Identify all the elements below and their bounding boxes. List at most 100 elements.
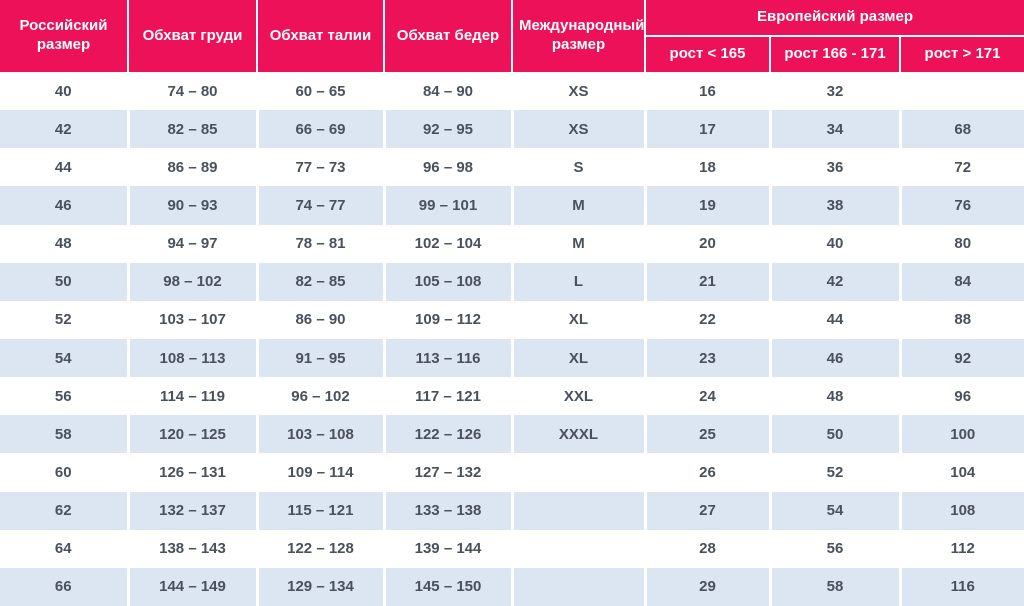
table-cell: 25: [643, 415, 770, 454]
table-cell: 116: [898, 567, 1024, 606]
table-cell: 48: [0, 224, 128, 263]
table-cell: 72: [898, 148, 1024, 187]
table-cell: 86 – 90: [255, 300, 384, 339]
table-cell: [510, 567, 645, 606]
table-cell: 109 – 112: [382, 300, 512, 339]
table-cell: 122 – 126: [382, 415, 512, 454]
table-row: 60 126 – 131 109 – 114 127 – 132 26 52 104: [0, 453, 1024, 492]
header-waist: Обхват талии: [256, 0, 384, 72]
table-cell: 92 – 95: [382, 110, 512, 149]
table-cell: 84: [898, 262, 1024, 301]
table-cell: 42: [768, 262, 900, 301]
table-cell: 19: [643, 186, 770, 225]
table-cell: 66 – 69: [255, 110, 384, 149]
table-cell: 132 – 137: [126, 491, 257, 530]
table-cell: 66: [0, 567, 128, 606]
table-cell: 44: [768, 300, 900, 339]
table-cell: 74 – 77: [255, 186, 384, 225]
table-cell: 77 – 73: [255, 148, 384, 187]
table-cell: 90 – 93: [126, 186, 257, 225]
table-cell: 27: [643, 491, 770, 530]
table-cell: 50: [0, 262, 128, 301]
header-chest: Обхват груди: [127, 0, 257, 72]
table-row: 54 108 – 113 91 – 95 113 – 116 XL 23 46 92: [0, 338, 1024, 378]
table-cell: 80: [898, 224, 1024, 263]
table-cell: 56: [768, 529, 900, 568]
table-cell: XS: [510, 72, 645, 111]
table-cell: 36: [768, 148, 900, 187]
table-cell: 46: [0, 186, 128, 225]
table-cell: 54: [768, 491, 900, 530]
table-cell: 92: [898, 338, 1024, 378]
header-hips: Обхват бедер: [383, 0, 512, 72]
table-row: 64 138 – 143 122 – 128 139 – 144 28 56 112: [0, 529, 1024, 568]
table-cell: L: [510, 262, 645, 301]
table-row: 66 144 – 149 129 – 134 145 – 150 29 58 116: [0, 567, 1024, 606]
table-cell: 96 – 102: [255, 377, 384, 416]
table-cell: 115 – 121: [255, 491, 384, 530]
header-row-height: рост < 165 рост 166 - 171 рост > 171: [0, 35, 1024, 72]
table-cell: S: [510, 148, 645, 187]
table-body: 40 74 – 80 60 – 65 84 – 90 XS 16 32 42 82 – 85 6…: [0, 72, 1024, 606]
table-cell: 56: [0, 377, 128, 416]
table-row: 56 114 – 119 96 – 102 117 – 121 XXL 24 48 96: [0, 377, 1024, 416]
table-cell: 108: [898, 491, 1024, 530]
table-cell: 129 – 134: [255, 567, 384, 606]
header-height-gt-171: рост > 171: [898, 35, 1024, 72]
table-row: 46 90 – 93 74 – 77 99 – 101 M 19 38 76: [0, 186, 1024, 225]
header-international-size: Международный размер: [511, 0, 645, 72]
header-row-main: Российский размер Обхват груди Обхват та…: [0, 0, 1024, 72]
table-cell: 86 – 89: [126, 148, 257, 187]
table-row: 48 94 – 97 78 – 81 102 – 104 M 20 40 80: [0, 224, 1024, 263]
table-row: 62 132 – 137 115 – 121 133 – 138 27 54 108: [0, 491, 1024, 530]
table-cell: 50: [768, 415, 900, 454]
table-cell: 40: [0, 72, 128, 111]
table-cell: XXL: [510, 377, 645, 416]
table-cell: 108 – 113: [126, 338, 257, 378]
table-row: 44 86 – 89 77 – 73 96 – 98 S 18 36 72: [0, 148, 1024, 187]
table-cell: 112: [898, 529, 1024, 568]
table-cell: [510, 453, 645, 492]
table-cell: 54: [0, 338, 128, 378]
table-cell: 138 – 143: [126, 529, 257, 568]
table-cell: 91 – 95: [255, 338, 384, 378]
table-cell: 40: [768, 224, 900, 263]
table-cell: M: [510, 186, 645, 225]
table-row: 52 103 – 107 86 – 90 109 – 112 XL 22 44 88: [0, 300, 1024, 339]
table-cell: 34: [768, 110, 900, 149]
table-cell: 99 – 101: [382, 186, 512, 225]
table-cell: 42: [0, 110, 128, 149]
table-cell: [898, 72, 1024, 111]
table-header: Российский размер Обхват груди Обхват та…: [0, 0, 1024, 72]
table-cell: 98 – 102: [126, 262, 257, 301]
table-cell: 20: [643, 224, 770, 263]
table-row: 58 120 – 125 103 – 108 122 – 126 XXXL 25 50 100: [0, 415, 1024, 454]
table-cell: 139 – 144: [382, 529, 512, 568]
table-cell: 76: [898, 186, 1024, 225]
table-cell: 44: [0, 148, 128, 187]
table-cell: 82 – 85: [126, 110, 257, 149]
table-row: 40 74 – 80 60 – 65 84 – 90 XS 16 32: [0, 72, 1024, 111]
table-cell: XXXL: [510, 415, 645, 454]
table-cell: 60 – 65: [255, 72, 384, 111]
table-cell: 58: [0, 415, 128, 454]
table-cell: 144 – 149: [126, 567, 257, 606]
table-cell: 64: [0, 529, 128, 568]
table-cell: 18: [643, 148, 770, 187]
table-cell: 133 – 138: [382, 491, 512, 530]
header-russian-size: Российский размер: [0, 0, 128, 72]
table-cell: 145 – 150: [382, 567, 512, 606]
table-cell: 113 – 116: [382, 338, 512, 378]
table-cell: XS: [510, 110, 645, 149]
table-cell: 68: [898, 110, 1024, 149]
table-cell: 46: [768, 338, 900, 378]
table-cell: 117 – 121: [382, 377, 512, 416]
table-cell: M: [510, 224, 645, 263]
table-cell: 58: [768, 567, 900, 606]
table-cell: 26: [643, 453, 770, 492]
table-cell: 32: [768, 72, 900, 111]
table-cell: 96 – 98: [382, 148, 512, 187]
table-cell: 105 – 108: [382, 262, 512, 301]
table-cell: XL: [510, 338, 645, 378]
